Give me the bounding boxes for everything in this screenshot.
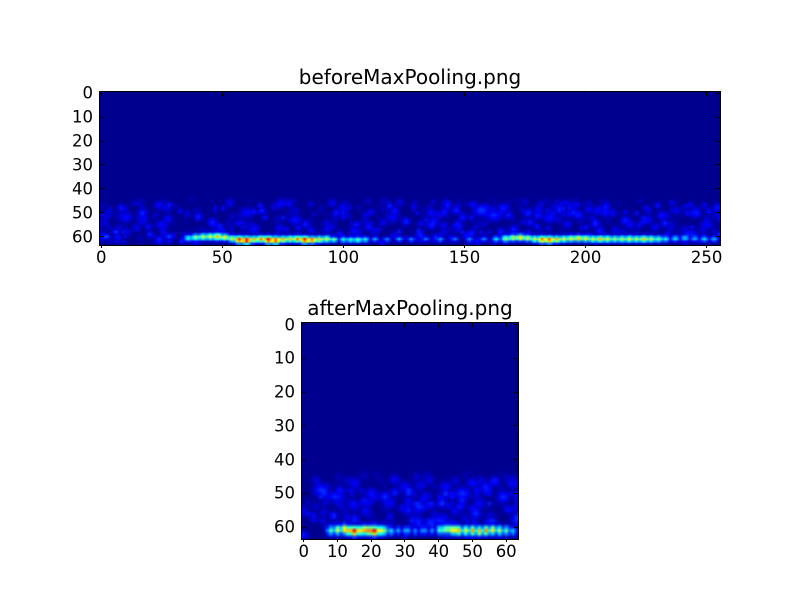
x-tick-mark bbox=[370, 539, 372, 542]
x-tick-mark bbox=[404, 323, 406, 327]
y-tick-mark bbox=[514, 324, 518, 326]
x-tick-mark bbox=[471, 323, 473, 327]
y-tick-mark bbox=[514, 492, 518, 494]
y-tick-mark bbox=[302, 357, 306, 359]
y-tick-mark bbox=[100, 92, 104, 94]
x-tick-label: 250 bbox=[690, 248, 723, 267]
y-tick-mark bbox=[302, 526, 306, 528]
y-tick-label: 30 bbox=[274, 416, 295, 436]
x-tick-label: 200 bbox=[569, 248, 602, 267]
heatmap-image-before bbox=[100, 92, 720, 245]
y-tick-mark bbox=[100, 236, 104, 238]
y-tick-label: 0 bbox=[284, 315, 296, 335]
y-tick-mark bbox=[100, 140, 104, 142]
y-tick-mark bbox=[302, 492, 306, 494]
x-tick-label: 20 bbox=[360, 542, 382, 561]
y-tick-mark bbox=[514, 425, 518, 427]
x-tick-mark bbox=[100, 245, 102, 248]
y-tick-mark bbox=[302, 391, 306, 393]
y-tick-mark bbox=[716, 188, 720, 190]
x-tick-mark bbox=[505, 539, 507, 542]
y-tick-mark bbox=[514, 391, 518, 393]
x-tick-mark bbox=[221, 92, 223, 96]
y-tick-mark bbox=[514, 526, 518, 528]
x-tick-label: 150 bbox=[448, 248, 481, 267]
x-tick-mark bbox=[438, 323, 440, 327]
y-tick-mark bbox=[100, 212, 104, 214]
y-tick-mark bbox=[716, 92, 720, 94]
x-tick-mark bbox=[706, 92, 708, 96]
x-tick-label: 0 bbox=[298, 542, 309, 561]
y-tick-label: 50 bbox=[274, 483, 295, 503]
x-tick-mark bbox=[438, 539, 440, 542]
x-tick-label: 30 bbox=[394, 542, 416, 561]
y-tick-label: 30 bbox=[72, 155, 93, 175]
x-tick-mark bbox=[342, 92, 344, 96]
y-tick-mark bbox=[514, 459, 518, 461]
x-tick-mark bbox=[463, 245, 465, 248]
x-tick-label: 0 bbox=[95, 248, 107, 267]
x-tick-mark bbox=[336, 323, 338, 327]
x-tick-label: 60 bbox=[495, 542, 517, 561]
y-tick-label: 10 bbox=[274, 348, 295, 368]
y-tick-label: 40 bbox=[274, 450, 295, 470]
x-tick-mark bbox=[463, 92, 465, 96]
y-tick-label: 50 bbox=[72, 203, 93, 223]
y-tick-label: 20 bbox=[72, 131, 93, 151]
y-tick-mark bbox=[100, 164, 104, 166]
y-tick-mark bbox=[514, 357, 518, 359]
x-tick-mark bbox=[342, 245, 344, 248]
y-tick-mark bbox=[716, 164, 720, 166]
x-tick-label: 100 bbox=[327, 248, 360, 267]
y-tick-mark bbox=[302, 425, 306, 427]
x-tick-mark bbox=[706, 245, 708, 248]
x-tick-label: 50 bbox=[211, 248, 233, 267]
plot-after-maxpooling: afterMaxPooling.png 0 10 20 30 40 50 60 0 10 20 30… bbox=[274, 298, 519, 560]
x-tick-mark bbox=[404, 539, 406, 542]
x-tick-mark bbox=[100, 92, 102, 96]
y-tick-mark bbox=[302, 324, 306, 326]
y-tick-mark bbox=[716, 236, 720, 238]
y-tick-label: 10 bbox=[72, 107, 93, 127]
y-tick-mark bbox=[716, 140, 720, 142]
plot-title-before: beforeMaxPooling.png bbox=[298, 65, 522, 89]
x-tick-mark bbox=[336, 539, 338, 542]
y-tick-mark bbox=[100, 116, 104, 118]
x-tick-label: 40 bbox=[428, 542, 450, 561]
y-tick-label: 60 bbox=[72, 226, 93, 246]
x-tick-mark bbox=[221, 245, 223, 248]
y-tick-label: 0 bbox=[82, 83, 94, 103]
x-tick-mark bbox=[303, 539, 305, 542]
x-tick-mark bbox=[585, 245, 587, 248]
y-tick-mark bbox=[302, 459, 306, 461]
x-tick-mark bbox=[471, 539, 473, 542]
x-tick-label: 50 bbox=[461, 542, 483, 561]
plot-before-maxpooling: beforeMaxPooling.png 0 50 100 150 200 250 0 10 2… bbox=[72, 67, 722, 267]
heatmap-image-after bbox=[302, 323, 518, 539]
y-tick-mark bbox=[100, 188, 104, 190]
x-tick-label: 10 bbox=[326, 542, 348, 561]
y-tick-label: 60 bbox=[274, 517, 295, 537]
y-tick-mark bbox=[716, 116, 720, 118]
y-tick-mark bbox=[716, 212, 720, 214]
x-tick-mark bbox=[370, 323, 372, 327]
y-tick-label: 40 bbox=[72, 179, 93, 199]
x-tick-mark bbox=[505, 323, 507, 327]
y-tick-label: 20 bbox=[274, 382, 295, 402]
plot-title-after: afterMaxPooling.png bbox=[307, 296, 513, 320]
x-tick-mark bbox=[585, 92, 587, 96]
